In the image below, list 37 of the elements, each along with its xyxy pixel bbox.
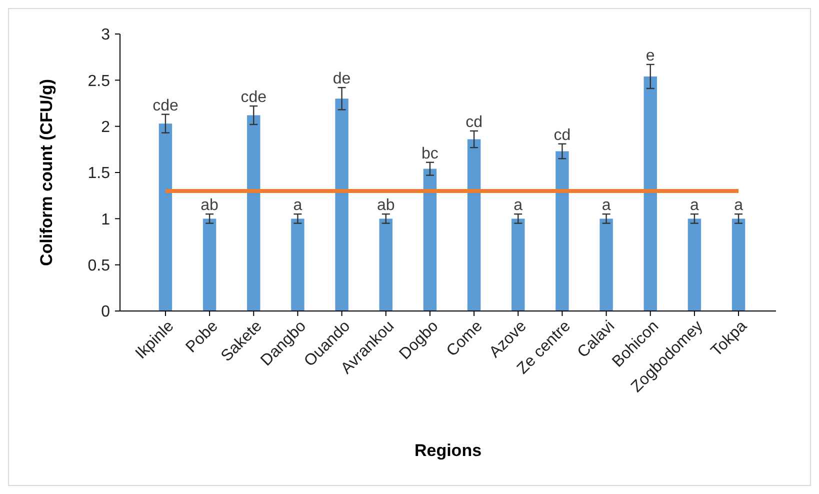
annotation: a [690, 197, 699, 214]
annotation: cd [466, 114, 482, 131]
y-tick-label: 1 [101, 211, 110, 228]
bar [247, 115, 260, 311]
annotation: e [646, 47, 655, 64]
bar [556, 151, 569, 311]
bar [467, 139, 481, 311]
bar [379, 218, 392, 311]
bar [688, 218, 702, 311]
annotation: a [734, 197, 744, 214]
y-tick-label: 1.5 [88, 165, 110, 182]
bar [644, 76, 657, 311]
annotation: a [514, 197, 523, 214]
bar [202, 218, 216, 311]
y-tick-label: 0 [101, 304, 110, 321]
bar [158, 124, 172, 311]
annotation: a [602, 197, 611, 214]
bar [335, 98, 348, 311]
annotation: cd [554, 126, 571, 144]
bar [291, 218, 304, 311]
bar [423, 168, 437, 311]
annotation: cde [240, 89, 267, 106]
annotation: ab [200, 197, 219, 214]
annotation: ab [376, 197, 395, 214]
annotation: de [332, 70, 351, 88]
y-axis-title: Coliform count (CFU/g) [37, 79, 56, 266]
bar [732, 218, 746, 311]
y-tick-label: 2.5 [88, 72, 110, 90]
annotation: cde [152, 97, 178, 114]
x-axis-title: Regions [414, 441, 482, 460]
bar [512, 218, 525, 311]
y-tick-label: 0.5 [88, 257, 110, 274]
annotation: bc [422, 145, 438, 162]
y-tick-label: 3 [101, 26, 110, 44]
annotation: a [293, 197, 302, 214]
y-tick-label: 2 [101, 118, 110, 136]
bar [600, 218, 613, 311]
